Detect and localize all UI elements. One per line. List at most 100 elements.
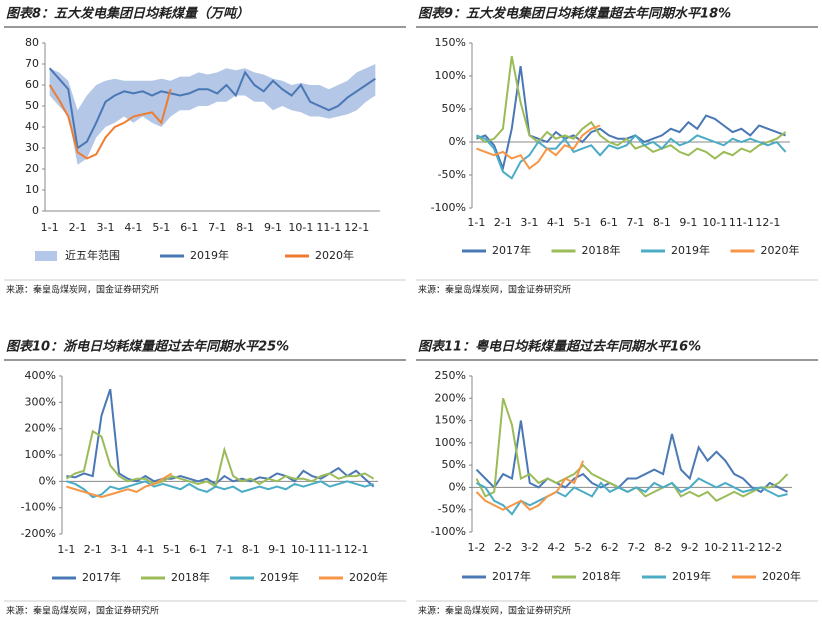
x-tick-label: 10-1 <box>288 221 313 234</box>
y-tick-label: 0 <box>32 204 39 217</box>
legend-label: 近五年范围 <box>65 248 120 262</box>
x-tick-label: 1-1 <box>41 221 59 234</box>
y-tick-label: 100% <box>435 69 466 82</box>
x-tick-label: 3-1 <box>110 543 128 556</box>
y-tick-label: 100% <box>25 448 56 461</box>
series-line <box>475 397 789 503</box>
x-tick-label: 3-1 <box>520 216 538 229</box>
x-tick-label: 12-2 <box>757 541 782 554</box>
source: 来源：秦皇岛煤炭网，国金证券研究所 <box>418 284 571 296</box>
y-tick-label: 200% <box>435 391 466 404</box>
x-tick-label: 7-2 <box>627 541 645 554</box>
series-line <box>475 56 787 160</box>
chart-title: 图表9：五大发电集团日均耗煤量超去年同期水平18% <box>418 6 731 22</box>
legend-label: 2019年 <box>260 570 299 584</box>
x-tick-label: 6-1 <box>600 216 618 229</box>
legend-label: 2017年 <box>492 243 531 257</box>
y-tick-label: 0% <box>449 480 466 493</box>
x-tick-label: 3-1 <box>97 221 115 234</box>
y-tick-label: -50% <box>438 168 466 181</box>
y-tick-label: 70 <box>25 57 39 70</box>
x-tick-label: 8-2 <box>654 541 672 554</box>
legend-label: 2020年 <box>315 248 354 262</box>
legend-label: 2019年 <box>671 243 710 257</box>
series-line <box>48 84 172 160</box>
legend-swatch <box>35 251 57 261</box>
y-tick-label: 0% <box>39 474 56 487</box>
x-tick-label: 11-1 <box>729 216 754 229</box>
x-tick-label: 5-2 <box>574 541 592 554</box>
x-tick-label: 8-1 <box>242 543 260 556</box>
x-tick-label: 10-2 <box>704 541 729 554</box>
x-tick-label: 2-2 <box>494 541 512 554</box>
x-tick-label: 12-1 <box>344 543 369 556</box>
y-tick-label: 80 <box>25 36 39 49</box>
x-tick-label: 1-1 <box>467 216 485 229</box>
x-tick-label: 1-2 <box>467 541 485 554</box>
series-line <box>475 460 585 511</box>
x-tick-label: 12-1 <box>755 216 780 229</box>
series-line <box>66 388 375 488</box>
x-tick-label: 10-1 <box>291 543 316 556</box>
legend-label: 2020年 <box>349 570 388 584</box>
x-tick-label: 1-1 <box>57 543 75 556</box>
y-tick-label: 50% <box>442 102 466 115</box>
series-line <box>66 472 173 499</box>
x-tick-label: 8-1 <box>653 216 671 229</box>
series-line <box>475 477 788 516</box>
series-line <box>476 124 601 170</box>
y-tick-label: 40 <box>25 120 39 133</box>
series-line <box>65 429 375 489</box>
chart-title: 图表11：粤电日均耗煤量超过去年同期水平16% <box>418 339 701 355</box>
y-tick-label: -50% <box>438 503 466 516</box>
legend-label: 2017年 <box>82 570 121 584</box>
legend-label: 2018年 <box>582 243 621 257</box>
x-tick-label: 12-1 <box>344 221 369 234</box>
y-tick-label: 150% <box>435 36 466 49</box>
y-tick-label: 50% <box>442 458 466 471</box>
legend-label: 2020年 <box>762 569 801 583</box>
y-tick-label: 50 <box>25 99 39 112</box>
x-tick-label: 6-1 <box>189 543 207 556</box>
source: 来源：秦皇岛煤炭网，国金证券研究所 <box>418 605 571 617</box>
x-tick-label: 11-2 <box>731 541 756 554</box>
x-tick-label: 7-1 <box>215 543 233 556</box>
y-tick-label: 400% <box>25 369 56 382</box>
x-tick-label: 2-1 <box>84 543 102 556</box>
source: 来源：秦皇岛煤炭网，国金证券研究所 <box>6 284 159 296</box>
series-line <box>48 67 376 150</box>
x-tick-label: 5-1 <box>152 221 170 234</box>
y-tick-label: 20 <box>25 162 39 175</box>
y-tick-label: 200% <box>25 422 56 435</box>
source: 来源：秦皇岛煤炭网，国金证券研究所 <box>6 605 159 617</box>
series-line <box>475 420 789 494</box>
y-tick-label: 100% <box>435 436 466 449</box>
series-line <box>66 480 374 499</box>
x-tick-label: 11-1 <box>316 221 341 234</box>
x-tick-label: 6-2 <box>601 541 619 554</box>
legend-label: 2018年 <box>582 569 621 583</box>
y-tick-label: 300% <box>25 395 56 408</box>
y-tick-label: 10 <box>25 183 39 196</box>
y-tick-label: -200% <box>21 527 56 540</box>
range-band <box>49 64 376 165</box>
x-tick-label: 5-1 <box>573 216 591 229</box>
x-tick-label: 2-1 <box>69 221 87 234</box>
x-tick-label: 9-2 <box>681 541 699 554</box>
series-line <box>476 133 787 180</box>
y-tick-label: -100% <box>431 525 466 538</box>
y-tick-label: 0% <box>449 135 466 148</box>
legend-label: 2018年 <box>171 570 210 584</box>
y-tick-label: 250% <box>435 369 466 382</box>
x-tick-label: 9-1 <box>264 221 282 234</box>
x-tick-label: 7-1 <box>208 221 226 234</box>
x-tick-label: 4-1 <box>136 543 154 556</box>
legend-label: 2020年 <box>761 243 800 257</box>
x-tick-label: 5-1 <box>163 543 181 556</box>
series-line <box>476 65 786 172</box>
x-tick-label: 4-1 <box>547 216 565 229</box>
x-tick-label: 6-1 <box>180 221 198 234</box>
x-tick-label: 9-1 <box>679 216 697 229</box>
